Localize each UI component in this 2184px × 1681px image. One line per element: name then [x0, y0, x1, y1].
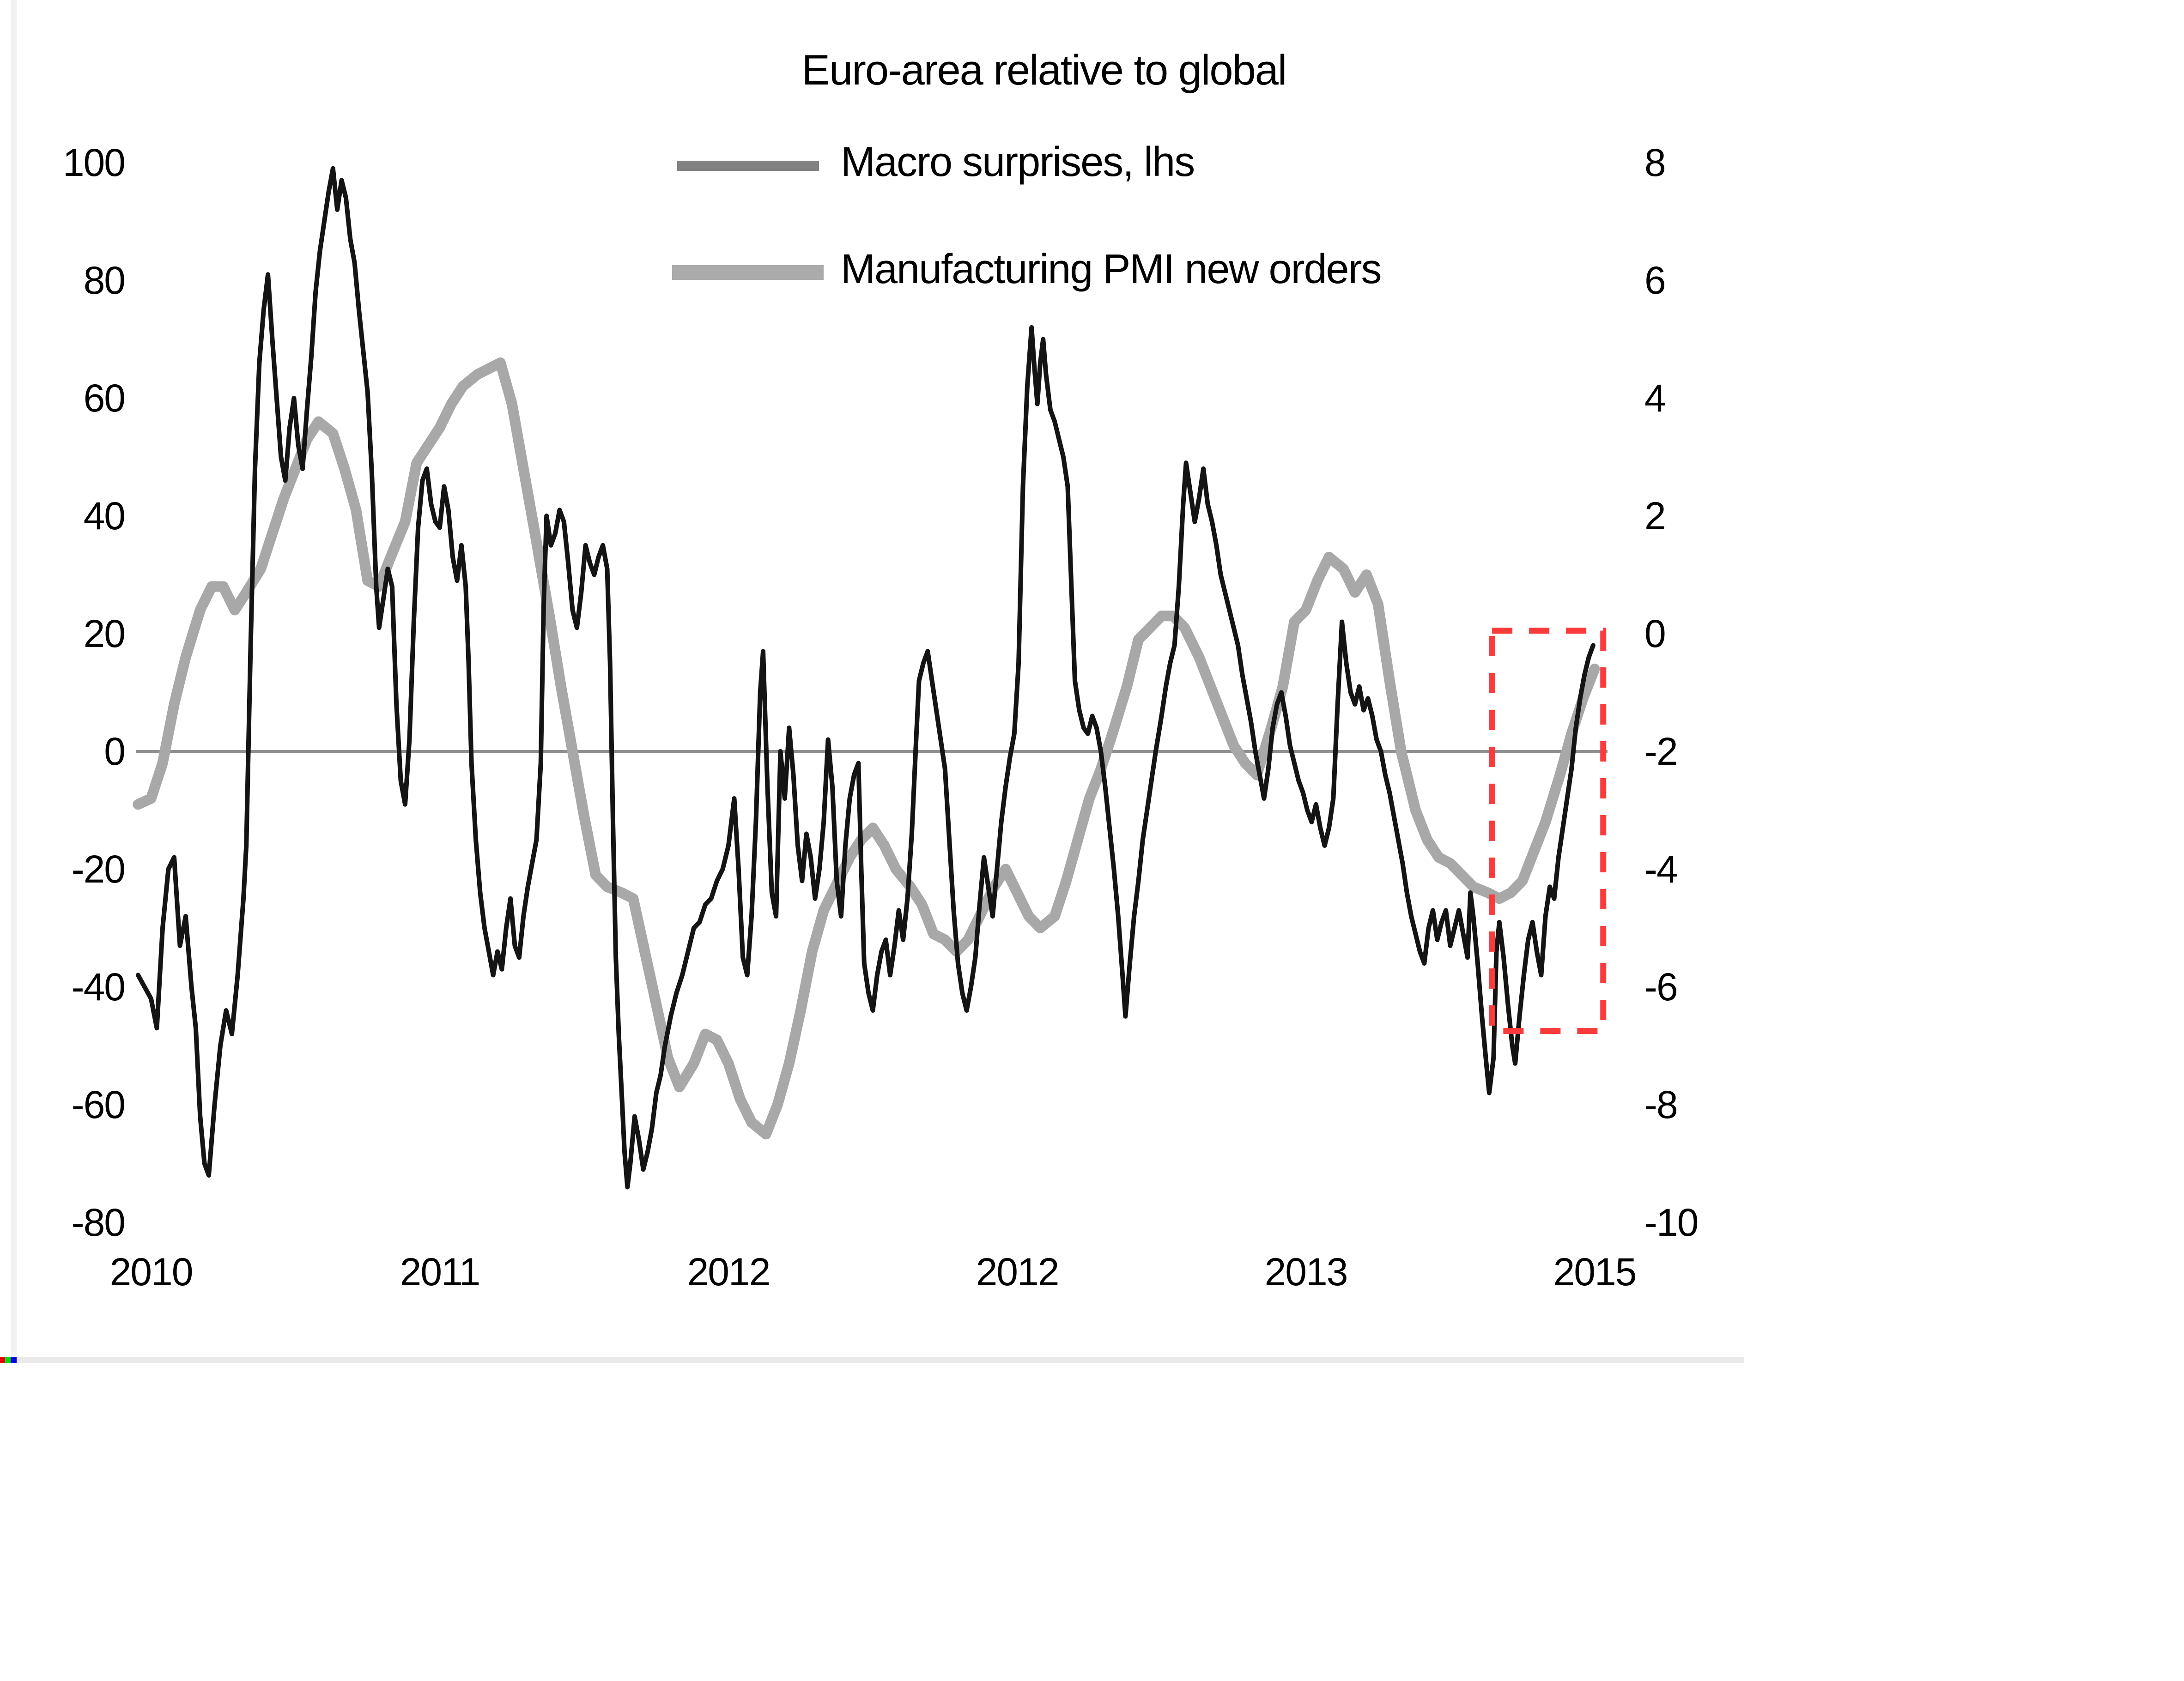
scan-artifact-red-pixel: [0, 1357, 5, 1363]
y-right-tick--6: -6: [1644, 965, 1678, 1009]
legend-swatch-pmi-line: [672, 265, 824, 280]
y-right-tick--4: -4: [1644, 847, 1678, 891]
x-tick-2010-0: 2010: [109, 1250, 194, 1294]
y-right-tick-2: 2: [1644, 494, 1666, 538]
y-left-tick-60: 60: [83, 376, 126, 420]
y-right-tick-0: 0: [1644, 612, 1666, 655]
legend-label-pmi: Manufacturing PMI new orders: [841, 246, 1382, 292]
chart-title: Euro-area relative to global: [801, 47, 1287, 94]
y-right-tick-6: 6: [1644, 259, 1666, 302]
x-tick-2015-5: 2015: [1553, 1250, 1637, 1294]
x-tick-2013-4: 2013: [1264, 1250, 1348, 1294]
legend-label-macro: Macro surprises, lhs: [841, 139, 1195, 185]
y-left-tick--40: -40: [71, 965, 126, 1009]
scan-artifact-blue-pixel: [11, 1357, 17, 1363]
y-left-tick-20: 20: [83, 612, 126, 655]
y-right-tick-8: 8: [1644, 141, 1666, 184]
y-right-tick--8: -8: [1644, 1083, 1678, 1126]
y-left-tick-40: 40: [83, 494, 126, 538]
pmi-new-orders-line: [133, 357, 1600, 1140]
y-left-tick-0: 0: [104, 730, 126, 773]
x-tick-2011-1: 2011: [400, 1250, 481, 1294]
y-left-tick-100: 100: [62, 141, 126, 184]
y-right-tick-4: 4: [1644, 376, 1666, 420]
legend-swatch-macro-line: [677, 161, 819, 171]
scan-artifact-vertical-strip: [11, 0, 17, 1357]
y-left-tick-80: 80: [83, 259, 126, 302]
y-right-tick--2: -2: [1644, 730, 1678, 773]
y-left-tick--80: -80: [71, 1201, 126, 1244]
y-left-tick--60: -60: [71, 1083, 126, 1126]
x-tick-2012-2: 2012: [687, 1250, 771, 1294]
y-left-tick--20: -20: [71, 847, 126, 891]
y-right-tick--10: -10: [1644, 1201, 1699, 1244]
scan-artifact-divider-bar: [0, 1357, 1744, 1363]
macro-surprises-line: [135, 166, 1596, 1190]
highlight-box: [1489, 628, 1607, 1034]
scan-artifact-green-pixel: [5, 1357, 11, 1363]
x-tick-2012-3: 2012: [976, 1250, 1060, 1294]
